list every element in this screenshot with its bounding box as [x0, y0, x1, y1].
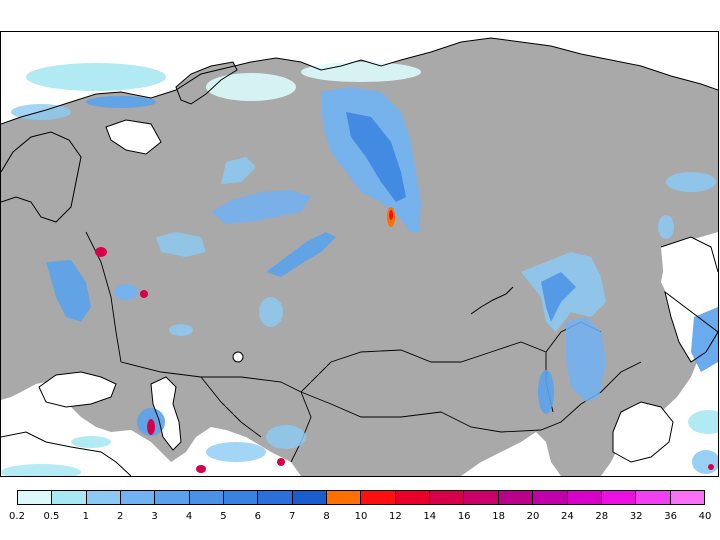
legend-tick-label: 0.2	[9, 511, 25, 522]
legend-tick-label: 2	[117, 511, 124, 522]
legend-swatch	[670, 491, 704, 504]
eurasia-landmass	[1, 38, 718, 476]
legend-swatch	[533, 491, 568, 504]
legend-swatch	[567, 491, 602, 504]
legend-tick-label: 28	[595, 511, 609, 522]
black-sea	[39, 372, 116, 407]
legend-tick-label: 10	[354, 511, 368, 522]
legend-tick-label: 24	[561, 511, 574, 522]
legend-tick-label: 8	[323, 511, 330, 522]
lake-baikal	[470, 286, 514, 315]
legend-tick-label: 5	[220, 511, 227, 522]
legend-tick-label: 20	[526, 511, 540, 522]
border-lines	[85, 231, 642, 463]
legend-swatch	[224, 491, 259, 504]
legend-swatch	[636, 491, 671, 504]
legend-tick-label: 40	[698, 511, 712, 522]
legend-tick-label: 16	[457, 511, 471, 522]
legend-swatch	[327, 491, 362, 504]
legend-tick-label: 36	[664, 511, 677, 522]
legend-tick-label: 6	[254, 511, 261, 522]
legend-swatch	[395, 491, 431, 504]
legend-swatch	[258, 491, 293, 504]
legend-swatch	[361, 491, 396, 504]
legend-swatch	[18, 491, 53, 504]
scandinavia	[1, 132, 81, 222]
legend-swatch	[52, 491, 87, 504]
novaya-zemlya	[176, 62, 237, 104]
legend-swatch	[464, 491, 499, 504]
legend-swatch	[86, 491, 122, 504]
legend-tick-label: 4	[185, 511, 193, 522]
legend-swatch	[189, 491, 225, 504]
legend-swatch	[121, 491, 156, 504]
legend-swatch	[292, 491, 328, 504]
map-canvas	[1, 37, 718, 476]
coastlines	[1, 37, 718, 476]
legend-tick-label: 18	[492, 511, 505, 522]
sea-of-japan	[613, 402, 673, 462]
caspian-sea	[151, 377, 181, 450]
legend-swatch	[601, 491, 637, 504]
legend-swatch	[430, 491, 465, 504]
legend-tick-label: 32	[629, 511, 643, 522]
legend-tick-label: 7	[289, 511, 296, 522]
legend-tick-label: 1	[82, 511, 89, 522]
precipitation-map	[0, 31, 719, 477]
legend-swatch	[498, 491, 534, 504]
legend-tick-label: 0.5	[43, 511, 60, 522]
precipitation-legend: 0.2 0.5 1 2 3 4 5 6 7 8 10 12 14 16 18 20 24 28 32 36 40	[9, 490, 711, 530]
legend-color-bar	[17, 490, 705, 505]
legend-tick-label: 12	[389, 511, 402, 522]
aral-sea	[233, 352, 243, 362]
legend-swatch	[155, 491, 190, 504]
legend-tick-label: 14	[423, 511, 437, 522]
legend-tick-label: 3	[151, 511, 158, 522]
